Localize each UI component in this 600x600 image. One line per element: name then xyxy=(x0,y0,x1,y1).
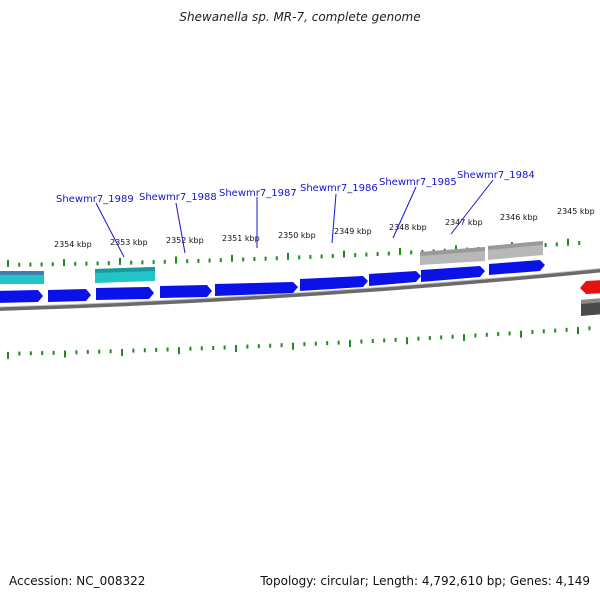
leader-line xyxy=(331,193,337,244)
leader-line xyxy=(450,179,494,235)
red-feature[interactable] xyxy=(580,280,600,294)
genome-summary: Topology: circular; Length: 4,792,610 bp… xyxy=(260,574,590,588)
gene-label[interactable]: Shewmr7_1985 xyxy=(379,177,457,188)
scale-label: 2354 kbp xyxy=(54,240,92,249)
gene-label[interactable]: Shewmr7_1986 xyxy=(300,183,378,194)
scale-label: 2352 kbp xyxy=(166,236,204,245)
scale-label: 2353 kbp xyxy=(110,238,148,247)
genome-backbone xyxy=(0,268,600,311)
leader-line xyxy=(95,202,125,258)
scale-label: 2349 kbp xyxy=(334,227,372,236)
gene-labels: Shewmr7_1989 Shewmr7_1988 Shewmr7_1987 S… xyxy=(56,170,535,205)
gene-label[interactable]: Shewmr7_1984 xyxy=(457,170,535,181)
reverse-feature-track xyxy=(580,280,600,316)
forward-gene-track xyxy=(0,260,545,303)
gene-arrow[interactable] xyxy=(369,271,421,286)
map-title: Shewanella sp. MR-7, complete genome xyxy=(179,10,421,24)
gene-label[interactable]: Shewmr7_1988 xyxy=(139,192,217,203)
scale-label: 2345 kbp xyxy=(557,207,595,216)
gene-arrow[interactable] xyxy=(489,260,545,275)
scale-label: 2351 kbp xyxy=(222,234,260,243)
leader-line xyxy=(392,186,417,239)
upper-feature-track xyxy=(0,241,543,284)
leader-line xyxy=(175,202,186,254)
inner-tick-track xyxy=(7,326,591,359)
gene-arrow[interactable] xyxy=(215,282,298,296)
scale-label: 2346 kbp xyxy=(500,213,538,222)
gene-arrow[interactable] xyxy=(160,285,212,298)
accession-label: Accession: NC_008322 xyxy=(9,574,146,588)
scale-label: 2347 kbp xyxy=(445,218,483,227)
gene-arrow[interactable] xyxy=(48,289,91,302)
gene-label-leaders xyxy=(95,179,494,258)
gene-arrow[interactable] xyxy=(96,287,154,300)
gene-label[interactable]: Shewmr7_1989 xyxy=(56,194,134,205)
gene-arrow[interactable] xyxy=(0,290,43,303)
scale-labels: 2354 kbp 2353 kbp 2352 kbp 2351 kbp 2350… xyxy=(54,207,595,249)
scale-label: 2350 kbp xyxy=(278,231,316,240)
genome-backbone-highlight xyxy=(0,267,600,308)
gene-arrow[interactable] xyxy=(421,266,485,282)
gene-arrow[interactable] xyxy=(300,276,368,291)
gene-label[interactable]: Shewmr7_1987 xyxy=(219,188,297,199)
scale-label: 2348 kbp xyxy=(389,223,427,232)
